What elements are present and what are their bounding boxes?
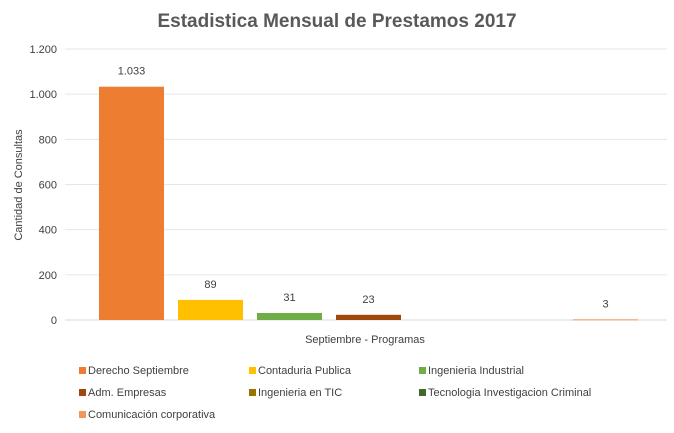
legend-label: Adm. Empresas bbox=[88, 387, 167, 399]
legend-label: Ingenieria en TIC bbox=[258, 387, 342, 399]
legend-item: Ingenieria Industrial bbox=[419, 365, 524, 377]
data-label: 23 bbox=[362, 294, 374, 306]
legend-swatch bbox=[249, 367, 256, 374]
y-tick-label: 800 bbox=[39, 134, 57, 146]
legend-label: Ingenieria Industrial bbox=[428, 365, 524, 377]
legend-swatch bbox=[79, 389, 86, 396]
legend-label: Comunicación corporativa bbox=[88, 409, 216, 421]
bar-contaduria-publica bbox=[178, 299, 243, 320]
y-tick-label: 1.200 bbox=[29, 44, 57, 56]
legend-label: Tecnologia Investigacion Criminal bbox=[428, 387, 591, 399]
data-label: 1.033 bbox=[118, 66, 146, 78]
bar-comunicaci-n-corporativa bbox=[573, 319, 638, 321]
legend-swatch bbox=[249, 389, 256, 396]
y-tick-label: 600 bbox=[39, 180, 57, 192]
legend-item: Tecnologia Investigacion Criminal bbox=[419, 387, 591, 399]
legend-item: Adm. Empresas bbox=[79, 387, 167, 399]
legend-swatch bbox=[419, 367, 426, 374]
legend-label: Derecho Septiembre bbox=[88, 365, 189, 377]
legend-swatch bbox=[79, 411, 86, 418]
chart-title: Estadistica Mensual de Prestamos 2017 bbox=[157, 11, 516, 32]
bar-derecho-septiembre bbox=[99, 86, 164, 320]
x-axis-label: Septiembre - Programas bbox=[305, 334, 425, 346]
y-axis-label: Cantidad de Consultas bbox=[13, 129, 25, 241]
legend-swatch bbox=[79, 367, 86, 374]
legend-label: Contaduria Publica bbox=[258, 365, 352, 377]
y-tick-label: 200 bbox=[39, 270, 57, 282]
legend-item: Contaduria Publica bbox=[249, 365, 352, 377]
legend-item: Derecho Septiembre bbox=[79, 365, 189, 377]
y-tick-label: 0 bbox=[51, 315, 57, 327]
legend-swatch bbox=[419, 389, 426, 396]
data-label: 31 bbox=[283, 292, 295, 304]
bar-ingenieria-industrial bbox=[257, 312, 322, 320]
y-tick-label: 1.000 bbox=[29, 89, 57, 101]
data-label: 89 bbox=[204, 279, 216, 291]
bar-adm-empresas bbox=[336, 314, 401, 320]
legend-item: Ingenieria en TIC bbox=[249, 387, 342, 399]
legend-item: Comunicación corporativa bbox=[79, 409, 216, 421]
data-label: 3 bbox=[602, 298, 608, 310]
y-tick-label: 400 bbox=[39, 225, 57, 237]
